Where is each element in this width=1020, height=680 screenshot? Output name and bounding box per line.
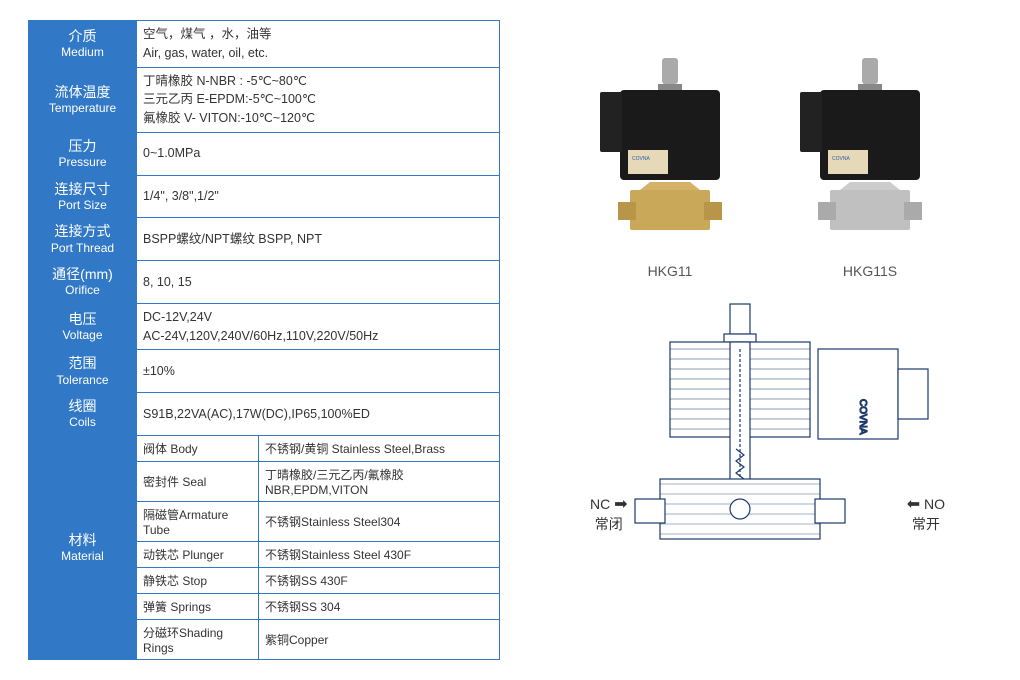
- row-value: 0~1.0MPa: [137, 132, 500, 175]
- label-cn: 材料: [35, 531, 130, 549]
- nc-text: NC: [590, 496, 610, 512]
- product-card: COVNA HKG11S: [800, 50, 940, 279]
- label-cn: 范围: [35, 354, 130, 372]
- table-row: 介质Medium 空气，煤气 ，水，油等 Air, gas, water, oi…: [29, 21, 500, 68]
- row-label: 通径(mm)Orifice: [29, 261, 137, 304]
- label-cn: 流体温度: [35, 83, 130, 101]
- diagram-svg: COVNA: [560, 299, 980, 579]
- table-row: 通径(mm)Orifice 8, 10, 15: [29, 261, 500, 304]
- page-container: 介质Medium 空气，煤气 ，水，油等 Air, gas, water, oi…: [0, 0, 1020, 680]
- label-cn: 介质: [35, 27, 130, 45]
- arrow-right-icon: ➡: [614, 496, 627, 513]
- brand-text: COVNA: [857, 399, 868, 435]
- label-en: Pressure: [35, 155, 130, 171]
- material-val: 丁晴橡胶/三元乙丙/氟橡胶 NBR,EPDM,VITON: [259, 461, 500, 501]
- row-label: 电压Voltage: [29, 303, 137, 350]
- material-val: 紫铜Copper: [259, 619, 500, 659]
- material-val: 不锈钢Stainless Steel304: [259, 501, 500, 541]
- row-value: 8, 10, 15: [137, 261, 500, 304]
- material-sub: 密封件 Seal: [137, 461, 259, 501]
- product-card: COVNA HKG11: [600, 50, 740, 279]
- label-en: Material: [35, 549, 130, 565]
- product-name: HKG11: [600, 263, 740, 279]
- material-sub: 静铁芯 Stop: [137, 567, 259, 593]
- label-cn: 压力: [35, 137, 130, 155]
- table-row: 流体温度Temperature 丁晴橡胶 N-NBR : -5℃~80℃ 三元乙…: [29, 67, 500, 132]
- label-en: Coils: [35, 415, 130, 431]
- label-en: Tolerance: [35, 373, 130, 389]
- right-panel: COVNA HKG11 COVNA: [540, 20, 1000, 660]
- label-en: Temperature: [35, 101, 130, 117]
- label-en: Port Thread: [35, 241, 130, 257]
- no-sub: 常开: [912, 516, 940, 532]
- table-row: 范围Tolerance ±10%: [29, 350, 500, 393]
- row-label: 范围Tolerance: [29, 350, 137, 393]
- row-value: 空气，煤气 ，水，油等 Air, gas, water, oil, etc.: [137, 21, 500, 68]
- row-value: 1/4", 3/8",1/2": [137, 175, 500, 218]
- material-val: 不锈钢SS 430F: [259, 567, 500, 593]
- row-value: S91B,22VA(AC),17W(DC),IP65,100%ED: [137, 393, 500, 436]
- label-cn: 连接尺寸: [35, 180, 130, 198]
- label-cn: 电压: [35, 310, 130, 328]
- row-label: 连接方式Port Thread: [29, 218, 137, 261]
- label-en: Voltage: [35, 328, 130, 344]
- svg-text:COVNA: COVNA: [832, 156, 850, 162]
- label-en: Port Size: [35, 198, 130, 214]
- svg-text:COVNA: COVNA: [632, 156, 650, 162]
- product-name: HKG11S: [800, 263, 940, 279]
- table-row: 电压Voltage DC-12V,24V AC-24V,120V,240V/60…: [29, 303, 500, 350]
- row-label: 连接尺寸Port Size: [29, 175, 137, 218]
- product-image-hkg11s: COVNA: [800, 50, 940, 250]
- row-label: 介质Medium: [29, 21, 137, 68]
- spec-table: 介质Medium 空气，煤气 ，水，油等 Air, gas, water, oi…: [28, 20, 500, 660]
- no-text: NO: [924, 496, 945, 512]
- nc-label: NC ➡ 常闭: [590, 494, 628, 534]
- row-label: 流体温度Temperature: [29, 67, 137, 132]
- label-en: Medium: [35, 45, 130, 61]
- table-row: 连接方式Port Thread BSPP螺纹/NPT螺纹 BSPP, NPT: [29, 218, 500, 261]
- row-value: ±10%: [137, 350, 500, 393]
- table-row: 材料Material 阀体 Body 不锈钢/黄铜 Stainless Stee…: [29, 435, 500, 461]
- label-cn: 线圈: [35, 397, 130, 415]
- row-value: DC-12V,24V AC-24V,120V,240V/60Hz,110V,22…: [137, 303, 500, 350]
- table-row: 线圈Coils S91B,22VA(AC),17W(DC),IP65,100%E…: [29, 393, 500, 436]
- row-label: 线圈Coils: [29, 393, 137, 436]
- material-val: 不锈钢/黄铜 Stainless Steel,Brass: [259, 435, 500, 461]
- material-val: 不锈钢Stainless Steel 430F: [259, 541, 500, 567]
- material-label: 材料Material: [29, 435, 137, 659]
- material-sub: 动铁芯 Plunger: [137, 541, 259, 567]
- row-value: BSPP螺纹/NPT螺纹 BSPP, NPT: [137, 218, 500, 261]
- material-val: 不锈钢SS 304: [259, 593, 500, 619]
- material-sub: 弹簧 Springs: [137, 593, 259, 619]
- row-value: 丁晴橡胶 N-NBR : -5℃~80℃ 三元乙丙 E-EPDM:-5℃~100…: [137, 67, 500, 132]
- label-cn: 连接方式: [35, 222, 130, 240]
- spec-table-body: 介质Medium 空气，煤气 ，水，油等 Air, gas, water, oi…: [29, 21, 500, 660]
- product-image-hkg11: COVNA: [600, 50, 740, 250]
- table-row: 连接尺寸Port Size 1/4", 3/8",1/2": [29, 175, 500, 218]
- table-row: 压力Pressure 0~1.0MPa: [29, 132, 500, 175]
- cross-section-diagram: COVNA NC ➡ 常闭 ⬅ NO 常开: [560, 299, 980, 579]
- material-sub: 隔磁管Armature Tube: [137, 501, 259, 541]
- material-sub: 分磁环Shading Rings: [137, 619, 259, 659]
- no-label: ⬅ NO 常开: [907, 494, 945, 534]
- row-label: 压力Pressure: [29, 132, 137, 175]
- product-gallery: COVNA HKG11 COVNA: [540, 20, 1000, 279]
- label-en: Orifice: [35, 283, 130, 299]
- material-sub: 阀体 Body: [137, 435, 259, 461]
- label-cn: 通径(mm): [35, 265, 130, 283]
- arrow-left-icon: ⬅: [907, 496, 920, 513]
- nc-sub: 常闭: [595, 516, 623, 532]
